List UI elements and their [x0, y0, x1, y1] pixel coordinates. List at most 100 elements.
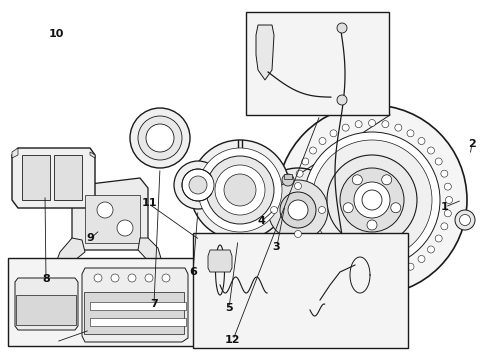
Circle shape — [256, 168, 339, 252]
Circle shape — [368, 120, 375, 126]
Circle shape — [130, 108, 190, 168]
Bar — [22, 155, 50, 200]
Circle shape — [294, 230, 301, 238]
Circle shape — [296, 170, 303, 177]
Bar — [16, 295, 76, 325]
Circle shape — [444, 183, 450, 190]
Circle shape — [339, 168, 403, 232]
Circle shape — [301, 235, 308, 242]
Circle shape — [189, 176, 206, 194]
Circle shape — [381, 121, 388, 128]
Bar — [245, 12, 388, 115]
Circle shape — [309, 246, 316, 253]
Circle shape — [292, 210, 299, 217]
Text: 1: 1 — [440, 202, 448, 212]
Text: 9: 9 — [86, 233, 94, 243]
Bar — [193, 233, 407, 348]
Circle shape — [459, 215, 469, 225]
Circle shape — [406, 130, 413, 137]
Circle shape — [280, 192, 315, 228]
Circle shape — [304, 132, 439, 268]
Circle shape — [417, 256, 424, 262]
Circle shape — [368, 274, 375, 280]
Text: 4: 4 — [257, 216, 265, 226]
Circle shape — [296, 223, 303, 230]
Polygon shape — [207, 250, 231, 272]
Circle shape — [444, 210, 450, 217]
Circle shape — [427, 147, 434, 154]
Circle shape — [353, 182, 389, 218]
Circle shape — [145, 274, 153, 282]
Circle shape — [146, 124, 174, 152]
Circle shape — [318, 138, 325, 144]
Circle shape — [434, 158, 441, 165]
Circle shape — [343, 203, 352, 213]
Circle shape — [138, 116, 182, 160]
Bar — [284, 174, 291, 179]
Circle shape — [434, 235, 441, 242]
Circle shape — [361, 190, 381, 210]
Circle shape — [354, 121, 362, 128]
Circle shape — [326, 155, 416, 245]
Text: 5: 5 — [224, 303, 232, 313]
Polygon shape — [256, 25, 273, 80]
Bar — [90, 302, 185, 310]
Polygon shape — [90, 152, 95, 158]
Circle shape — [182, 169, 214, 201]
Circle shape — [329, 130, 336, 137]
Circle shape — [445, 197, 451, 203]
Circle shape — [351, 175, 362, 185]
Text: 8: 8 — [42, 274, 50, 284]
Text: 7: 7 — [150, 299, 158, 309]
Polygon shape — [12, 148, 18, 158]
Circle shape — [318, 207, 325, 213]
Circle shape — [336, 23, 346, 33]
Circle shape — [301, 158, 308, 165]
Text: 6: 6 — [189, 267, 197, 277]
Circle shape — [198, 148, 282, 232]
Text: 2: 2 — [467, 139, 475, 149]
Circle shape — [309, 147, 316, 154]
Circle shape — [267, 180, 327, 240]
Circle shape — [427, 246, 434, 253]
Polygon shape — [82, 268, 187, 342]
Circle shape — [287, 200, 307, 220]
Circle shape — [329, 263, 336, 270]
Text: 3: 3 — [272, 242, 280, 252]
Circle shape — [270, 207, 277, 213]
Circle shape — [276, 105, 466, 295]
Circle shape — [282, 174, 293, 186]
Text: 10: 10 — [48, 29, 64, 39]
Polygon shape — [138, 238, 162, 265]
Circle shape — [381, 175, 391, 185]
Circle shape — [128, 274, 136, 282]
Bar — [85, 195, 140, 243]
Circle shape — [417, 138, 424, 144]
Circle shape — [366, 220, 376, 230]
Circle shape — [291, 197, 298, 203]
Circle shape — [162, 274, 170, 282]
Circle shape — [215, 165, 264, 215]
Circle shape — [190, 140, 289, 240]
Circle shape — [174, 161, 222, 209]
Circle shape — [224, 174, 256, 206]
Text: 12: 12 — [224, 335, 240, 345]
Bar — [84, 292, 183, 334]
Circle shape — [94, 274, 102, 282]
Circle shape — [294, 183, 301, 189]
Circle shape — [342, 124, 348, 131]
Circle shape — [318, 256, 325, 262]
Circle shape — [311, 140, 431, 260]
Bar — [54, 155, 82, 200]
Circle shape — [336, 95, 346, 105]
Circle shape — [205, 156, 273, 224]
Circle shape — [97, 202, 113, 218]
Circle shape — [454, 210, 474, 230]
Bar — [8, 258, 195, 346]
Polygon shape — [12, 148, 95, 208]
Circle shape — [342, 269, 348, 276]
Bar — [90, 318, 185, 326]
Circle shape — [292, 183, 299, 190]
Circle shape — [406, 263, 413, 270]
Circle shape — [440, 223, 447, 230]
